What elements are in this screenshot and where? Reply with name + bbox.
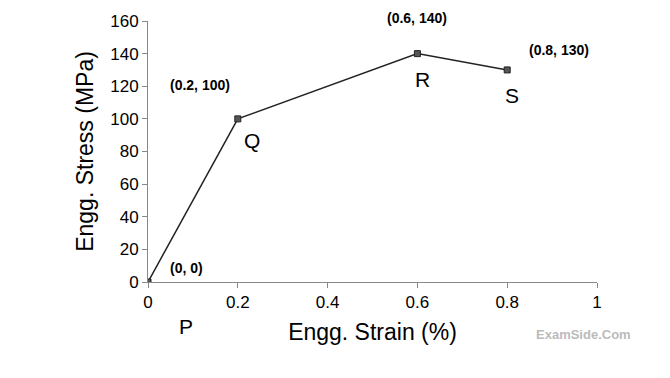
svg-text:S: S — [505, 84, 519, 107]
svg-text:0: 0 — [129, 273, 138, 292]
svg-text:R: R — [415, 68, 430, 91]
svg-text:0.4: 0.4 — [316, 293, 340, 312]
svg-text:(0.2, 100): (0.2, 100) — [170, 77, 230, 93]
svg-text:140: 140 — [110, 45, 138, 64]
svg-text:1: 1 — [592, 293, 601, 312]
svg-text:(0.6, 140): (0.6, 140) — [387, 10, 447, 26]
svg-text:100: 100 — [110, 110, 138, 129]
svg-text:60: 60 — [120, 175, 139, 194]
svg-text:120: 120 — [110, 77, 138, 96]
svg-text:160: 160 — [110, 12, 138, 31]
svg-text:0.8: 0.8 — [495, 293, 519, 312]
svg-text:P: P — [179, 315, 193, 338]
svg-text:(0, 0): (0, 0) — [170, 260, 203, 276]
svg-text:0.6: 0.6 — [406, 293, 430, 312]
svg-text:0: 0 — [143, 293, 152, 312]
svg-text:ExamSide.Com: ExamSide.Com — [536, 327, 631, 342]
svg-text:(0.8, 130): (0.8, 130) — [529, 42, 589, 58]
svg-text:Engg. Stress (MPa): Engg. Stress (MPa) — [72, 51, 98, 252]
svg-text:40: 40 — [120, 208, 139, 227]
svg-text:Q: Q — [244, 129, 260, 152]
svg-text:0.2: 0.2 — [226, 293, 250, 312]
svg-text:20: 20 — [120, 240, 139, 259]
svg-text:Engg. Strain (%): Engg. Strain (%) — [288, 319, 457, 345]
svg-text:80: 80 — [120, 142, 139, 161]
